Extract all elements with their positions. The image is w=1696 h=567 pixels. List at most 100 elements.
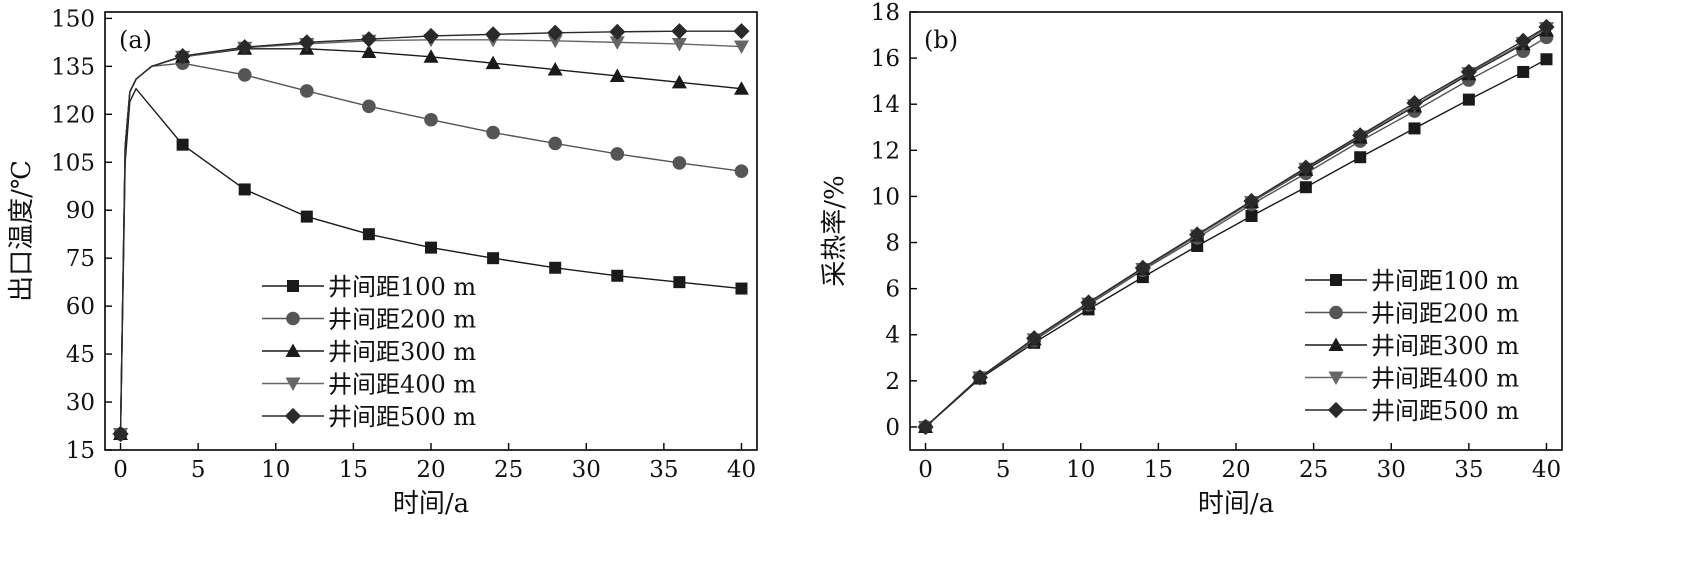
x-tick-label: 10 (1066, 457, 1095, 483)
x-tick-label: 10 (261, 457, 290, 483)
y-tick-label: 90 (66, 198, 95, 224)
legend-label: 井间距100 m (328, 273, 476, 301)
y-tick-label: 8 (885, 231, 900, 257)
data-point (424, 112, 438, 127)
y-tick-label: 2 (885, 369, 900, 395)
x-tick-label: 25 (494, 457, 523, 483)
data-point (917, 418, 934, 436)
data-point (361, 44, 377, 58)
y-tick-label: 6 (885, 277, 900, 303)
data-point (610, 147, 625, 161)
data-point (1297, 159, 1314, 176)
data-point (1354, 151, 1367, 164)
y-tick-label: 105 (51, 150, 95, 176)
x-tick-label: 35 (649, 457, 678, 483)
data-point (609, 68, 625, 82)
legend-marker (286, 311, 300, 326)
data-point (672, 156, 687, 170)
x-tick-label: 0 (918, 457, 933, 483)
y-tick-label: 16 (871, 46, 900, 72)
x-tick-label: 20 (416, 457, 445, 483)
x-tick-label: 15 (339, 457, 368, 483)
data-point (1408, 122, 1421, 135)
data-point (174, 48, 191, 65)
x-tick-label: 35 (1454, 457, 1483, 483)
data-point (300, 210, 313, 223)
data-point (733, 23, 750, 40)
y-axis-label: 采热率/% (820, 175, 850, 286)
y-tick-label: 15 (66, 438, 95, 464)
legend: 井间距100 m 井间距200 m 井间距300 m 井间距400 m 井间距500 m (1305, 267, 1519, 425)
data-point (734, 164, 749, 179)
legend-label: 井间距400 m (1371, 365, 1519, 393)
y-tick-label: 135 (51, 54, 95, 80)
data-point (671, 37, 687, 52)
x-tick-label: 5 (996, 457, 1011, 483)
y-tick-label: 30 (66, 390, 95, 416)
y-tick-label: 18 (871, 0, 900, 26)
x-tick-label: 25 (1299, 457, 1328, 483)
data-point (1026, 330, 1043, 347)
data-point (425, 241, 437, 254)
data-point (1460, 63, 1477, 81)
data-point (671, 74, 687, 89)
x-tick-label: 5 (191, 457, 206, 483)
data-point (611, 269, 624, 282)
data-point (1462, 93, 1475, 106)
legend-marker (285, 343, 301, 357)
legend-item: 井间距200 m (1305, 300, 1519, 328)
series-5 (112, 23, 750, 443)
data-point (1134, 259, 1151, 276)
data-point (547, 24, 564, 41)
legend-label: 井间距200 m (1371, 300, 1519, 328)
series-line (119, 87, 742, 435)
chart-a-outlet-temperature: 0 5 10 15 20 25 30 35 40 15 30 45 60 75 90 105 120 135 150… (7, 6, 758, 519)
data-point (1517, 65, 1530, 78)
legend-label: 井间距100 m (1371, 267, 1519, 295)
legend-marker (285, 377, 301, 391)
data-point (1243, 192, 1260, 210)
x-tick-label: 40 (727, 457, 756, 483)
data-point (971, 369, 988, 386)
chart-b-heat-recovery-rate: 0 5 10 15 20 25 30 35 40 0 2 4 6 8 10 12 14 16 18 时间/a 采热率/%… (820, 0, 1563, 519)
legend: 井间距100 m 井间距200 m 井间距300 m 井间距400 m 井间距500 m (262, 273, 476, 431)
y-tick-label: 0 (885, 415, 900, 441)
series-5 (917, 18, 1555, 436)
legend-item: 井间距200 m (262, 306, 476, 334)
data-point (671, 23, 688, 40)
data-point (609, 36, 625, 50)
data-point (1406, 94, 1423, 112)
data-point (1352, 127, 1369, 144)
legend-marker (1329, 305, 1343, 320)
data-point (1538, 18, 1555, 36)
legend-marker (284, 407, 302, 425)
data-point (549, 261, 562, 274)
y-tick-label: 45 (66, 342, 95, 368)
legend-item: 井间距500 m (262, 403, 476, 431)
data-point (237, 68, 252, 82)
y-tick-label: 150 (51, 6, 95, 32)
data-point (484, 26, 502, 43)
legend-label: 井间距300 m (1371, 332, 1519, 360)
data-point (236, 39, 253, 56)
data-point (238, 183, 251, 196)
y-tick-label: 60 (66, 294, 95, 320)
data-point (733, 40, 749, 55)
legend-marker (1328, 371, 1344, 385)
data-point (362, 228, 375, 241)
y-tick-label: 12 (871, 138, 900, 164)
data-point (1299, 181, 1312, 194)
y-tick-label: 4 (885, 323, 900, 349)
data-point (422, 27, 440, 45)
legend-item: 井间距300 m (1305, 332, 1519, 360)
x-tick-label: 0 (113, 457, 128, 483)
legend-item: 井间距300 m (262, 338, 476, 366)
data-point (423, 49, 439, 63)
data-point (547, 62, 563, 76)
data-point (362, 99, 376, 114)
data-point (673, 276, 686, 289)
data-point (1540, 53, 1553, 66)
x-tick-label: 20 (1221, 457, 1250, 483)
data-point (1189, 226, 1206, 243)
